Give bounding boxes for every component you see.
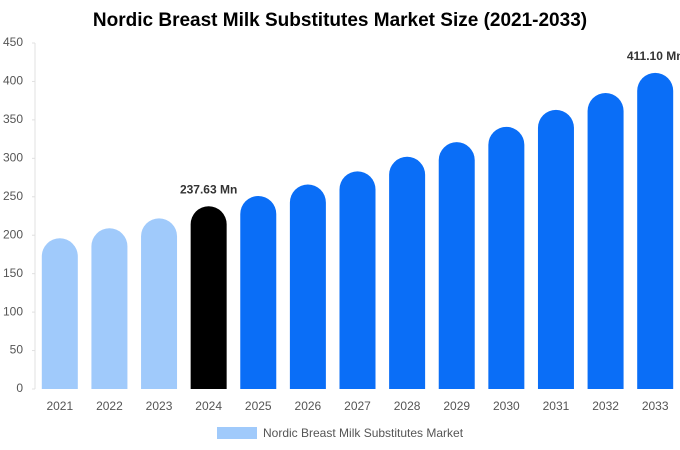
- bar: [488, 126, 525, 389]
- y-tick-label: 150: [3, 266, 23, 280]
- x-tick-label: 2029: [443, 399, 470, 413]
- y-tick-label: 400: [3, 74, 23, 88]
- bar: [240, 196, 277, 389]
- y-tick-label: 0: [16, 381, 23, 395]
- bar: [141, 218, 178, 389]
- legend-swatch: [217, 427, 257, 439]
- bar: [41, 238, 78, 389]
- bar: [289, 184, 326, 389]
- data-label: 237.63 Mn: [180, 182, 237, 196]
- y-tick-label: 350: [3, 112, 23, 126]
- data-label: 411.10 Mn: [627, 49, 680, 63]
- bar: [339, 171, 376, 389]
- bar: [389, 156, 426, 389]
- y-tick-label: 450: [3, 35, 23, 49]
- bar: [537, 109, 574, 389]
- x-tick-label: 2032: [592, 399, 619, 413]
- bar: [587, 92, 624, 389]
- x-tick-label: 2022: [96, 399, 123, 413]
- x-tick-label: 2033: [642, 399, 669, 413]
- x-tick-label: 2028: [394, 399, 421, 413]
- y-tick-label: 200: [3, 227, 23, 241]
- x-tick-label: 2031: [543, 399, 570, 413]
- bar: [637, 72, 674, 389]
- bar: [190, 206, 227, 389]
- y-tick-label: 250: [3, 189, 23, 203]
- x-tick-label: 2026: [295, 399, 322, 413]
- chart-title: Nordic Breast Milk Substitutes Market Si…: [93, 10, 587, 31]
- bar: [438, 142, 475, 389]
- x-tick-label: 2024: [195, 399, 222, 413]
- x-tick-label: 2023: [146, 399, 173, 413]
- x-tick-label: 2025: [245, 399, 272, 413]
- y-tick-label: 50: [10, 343, 24, 357]
- x-tick-label: 2027: [344, 399, 371, 413]
- x-tick-label: 2021: [46, 399, 73, 413]
- legend-label: Nordic Breast Milk Substitutes Market: [263, 426, 464, 440]
- x-tick-label: 2030: [493, 399, 520, 413]
- y-tick-label: 100: [3, 304, 23, 318]
- bar: [91, 228, 128, 389]
- y-tick-label: 300: [3, 151, 23, 165]
